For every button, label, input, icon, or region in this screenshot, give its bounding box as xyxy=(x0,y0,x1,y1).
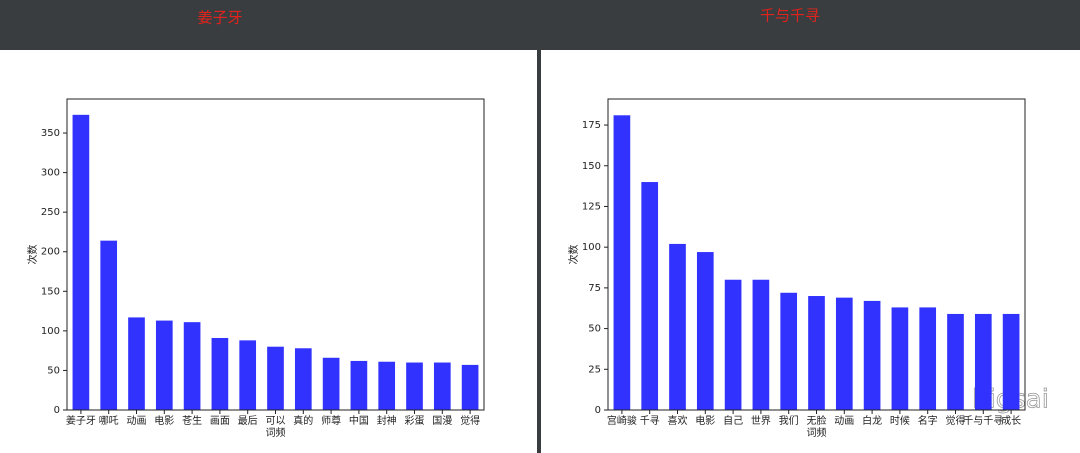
x-tick-label: 彩蛋 xyxy=(405,415,425,427)
bar xyxy=(128,317,145,410)
panel-title: 千与千寻 xyxy=(760,7,820,25)
y-tick-label: 350 xyxy=(41,128,60,139)
bar xyxy=(350,360,368,410)
x-axis-label: 词频 xyxy=(266,426,286,439)
y-axis-label: 次数 xyxy=(567,245,580,265)
bar xyxy=(1002,313,1020,410)
y-tick-label: 150 xyxy=(582,161,601,172)
x-tick-label: 师尊 xyxy=(321,414,341,427)
y-tick-label: 25 xyxy=(588,364,601,375)
x-tick-label: 无脸 xyxy=(807,414,827,427)
x-axis-label: 词频 xyxy=(807,426,827,439)
x-tick-label: 白龙 xyxy=(862,414,882,427)
x-tick-label: 我们 xyxy=(779,414,799,427)
y-tick-label: 50 xyxy=(47,365,60,376)
x-tick-label: 名字 xyxy=(918,414,938,427)
x-tick-label: 电影 xyxy=(154,414,174,427)
bar xyxy=(211,337,229,410)
y-tick-label: 75 xyxy=(588,283,601,294)
y-tick-label: 0 xyxy=(595,405,601,416)
bar xyxy=(155,320,173,410)
x-tick-label: 觉得 xyxy=(460,415,480,427)
bar xyxy=(183,322,201,410)
x-tick-label: 苍生 xyxy=(182,414,202,427)
x-tick-label: 时候 xyxy=(890,414,910,427)
bar xyxy=(724,279,742,410)
y-tick-label: 250 xyxy=(41,207,60,218)
bar xyxy=(919,307,937,410)
x-tick-label: 宫崎骏 xyxy=(607,414,637,427)
y-tick-label: 175 xyxy=(582,120,601,131)
x-tick-label: 可以 xyxy=(266,416,286,427)
y-axis-label: 次数 xyxy=(26,245,39,265)
bar xyxy=(433,362,451,410)
x-tick-label: 哪吒 xyxy=(99,415,119,427)
bar xyxy=(613,115,631,411)
bar xyxy=(780,292,798,410)
bar xyxy=(696,252,714,410)
y-tick-label: 0 xyxy=(54,405,60,416)
y-tick-label: 100 xyxy=(41,326,60,337)
bar xyxy=(322,357,340,410)
panel-title: 姜子牙 xyxy=(197,9,242,27)
bar xyxy=(72,114,90,411)
y-tick-label: 50 xyxy=(588,324,601,335)
x-tick-label: 动画 xyxy=(834,415,854,427)
x-tick-label: 画面 xyxy=(210,416,230,427)
x-tick-label: 千与千寻 xyxy=(963,415,1003,427)
x-tick-label: 真的 xyxy=(293,414,313,427)
x-tick-label: 自己 xyxy=(723,414,743,427)
x-tick-label: 电影 xyxy=(695,414,715,427)
x-tick-label: 封神 xyxy=(377,414,397,427)
bar xyxy=(863,300,881,410)
x-tick-label: 最后 xyxy=(238,415,258,427)
bar xyxy=(378,361,396,410)
bar xyxy=(267,346,284,410)
y-tick-label: 200 xyxy=(41,247,60,258)
bar xyxy=(461,364,479,410)
bar xyxy=(974,313,992,410)
axes-frame xyxy=(607,98,1026,411)
y-tick-label: 125 xyxy=(582,201,601,212)
bar xyxy=(752,279,770,410)
x-tick-label: 觉得 xyxy=(946,415,966,427)
x-tick-label: 喜欢 xyxy=(668,414,688,427)
x-tick-label: 国漫 xyxy=(432,415,452,427)
divider xyxy=(537,0,541,453)
x-tick-label: 成长 xyxy=(1001,415,1021,427)
bar xyxy=(641,182,659,410)
x-tick-label: 动画 xyxy=(127,415,147,427)
bar xyxy=(406,362,423,410)
bar xyxy=(835,297,853,410)
bar xyxy=(669,243,686,410)
bar xyxy=(891,307,909,410)
axes-frame xyxy=(66,98,485,411)
x-tick-label: 姜子牙 xyxy=(66,414,96,427)
y-tick-label: 100 xyxy=(582,242,601,253)
x-tick-label: 世界 xyxy=(751,415,771,427)
y-tick-label: 300 xyxy=(41,168,60,179)
bar xyxy=(808,296,825,410)
x-tick-label: 千寻 xyxy=(640,415,660,427)
bar xyxy=(294,348,312,410)
bar xyxy=(239,340,257,410)
bar xyxy=(947,313,964,410)
y-tick-label: 150 xyxy=(41,286,60,297)
x-tick-label: 中国 xyxy=(349,414,369,427)
bar xyxy=(100,240,118,410)
